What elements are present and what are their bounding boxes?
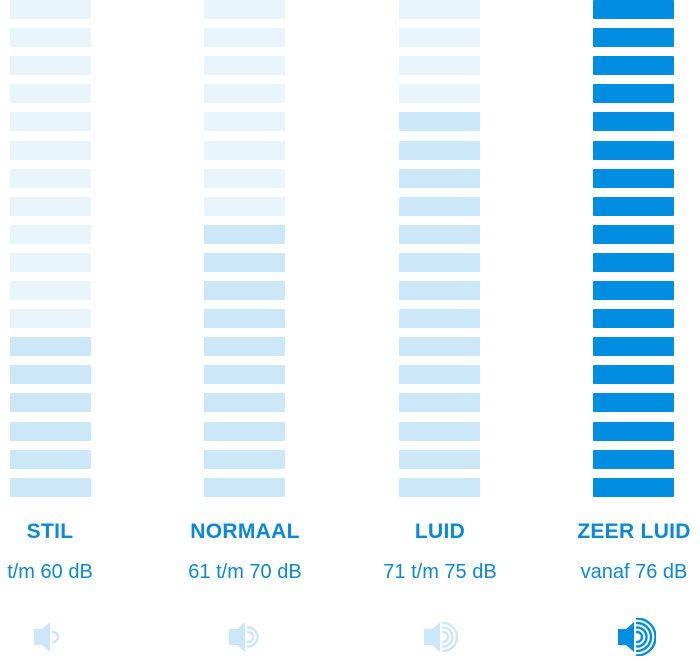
meter-segment-filled [399,252,480,272]
meter-segment-empty [204,28,285,48]
meter-segment-active [593,421,674,441]
meter-segment-filled [10,365,91,385]
meter-segment-empty [10,140,91,160]
meter-segment-empty [204,0,285,19]
meter-segment-empty [204,168,285,188]
meter-segment-empty [399,84,480,104]
meter-segment-filled [399,337,480,357]
speaker-1-wave-icon [32,618,72,656]
meter-segment-active [593,0,674,19]
meter-segment-filled [399,168,480,188]
meter-segment-filled [399,140,480,160]
meter-segment-empty [204,112,285,132]
meter-segment-empty [10,0,91,19]
meter-segment-empty [10,28,91,48]
meter-segment-filled [204,281,285,300]
meter-segment-filled [204,449,285,469]
meter-segment-empty [204,56,285,76]
meter-segment-filled [10,449,91,469]
meter-segment-filled [204,477,285,497]
level-title: STIL [26,520,74,543]
meter-segment-empty [10,309,91,329]
meter-segment-empty [10,168,91,188]
meter-segment-active [593,28,674,48]
meter-segment-empty [10,56,91,76]
meter-segment-filled [399,281,480,300]
meter-segment-active [593,449,674,469]
meter-segment-active [593,56,674,76]
level-range: 71 t/m 75 dB [383,561,497,583]
meter-segment-active [593,168,674,188]
meter-segment-filled [204,252,285,272]
meter-segment-active [593,196,674,216]
meter-segment-filled [399,224,480,244]
level-title: NORMAAL [190,520,300,543]
meter-segment-active [593,140,674,160]
meter-segment-filled [204,365,285,385]
meter-segment-empty [399,28,480,48]
level-range: vanaf 76 dB [580,561,688,583]
meter-segment-filled [204,421,285,441]
meter-segment-filled [10,337,91,357]
meter-segment-empty [204,196,285,216]
level-title: ZEER LUID [577,520,691,543]
meter-segment-active [593,281,674,300]
meter-segment-empty [10,196,91,216]
meter-segment-filled [204,224,285,244]
speaker-3-wave-icon [422,618,462,656]
level-title: LUID [414,520,466,543]
meter-segment-filled [399,477,480,497]
meter-segment-active [593,224,674,244]
level-range: 61 t/m 70 dB [188,561,302,583]
meter-segment-empty [204,140,285,160]
meter-segment-filled [399,112,480,132]
meter-segment-filled [399,309,480,329]
meter-segment-active [593,337,674,357]
meter-segment-filled [10,421,91,441]
meter-segment-active [593,84,674,104]
meter-segment-active [593,393,674,413]
meter-segment-filled [399,196,480,216]
meter-segment-filled [399,449,480,469]
meter-segment-empty [204,84,285,104]
meter-segment-empty [399,56,480,76]
meter-segment-active [593,112,674,132]
meter-segment-filled [399,365,480,385]
meter-segment-active [593,365,674,385]
level-range: t/m 60 dB [7,561,93,583]
speaker-4-wave-icon [616,617,657,657]
meter-segment-active [593,252,674,272]
meter-segment-empty [10,224,91,244]
meter-segment-filled [10,477,91,497]
meter-segment-filled [399,393,480,413]
meter-segment-active [593,477,674,497]
speaker-2-wave-icon [227,618,267,656]
meter-segment-empty [399,0,480,19]
meter-segment-empty [10,112,91,132]
meter-segment-filled [204,393,285,413]
meter-segment-empty [10,252,91,272]
meter-segment-empty [10,281,91,300]
meter-segment-empty [10,84,91,104]
meter-segment-filled [399,421,480,441]
meter-segment-filled [204,337,285,357]
meter-segment-filled [204,309,285,329]
meter-segment-active [593,309,674,329]
meter-segment-filled [10,393,91,413]
